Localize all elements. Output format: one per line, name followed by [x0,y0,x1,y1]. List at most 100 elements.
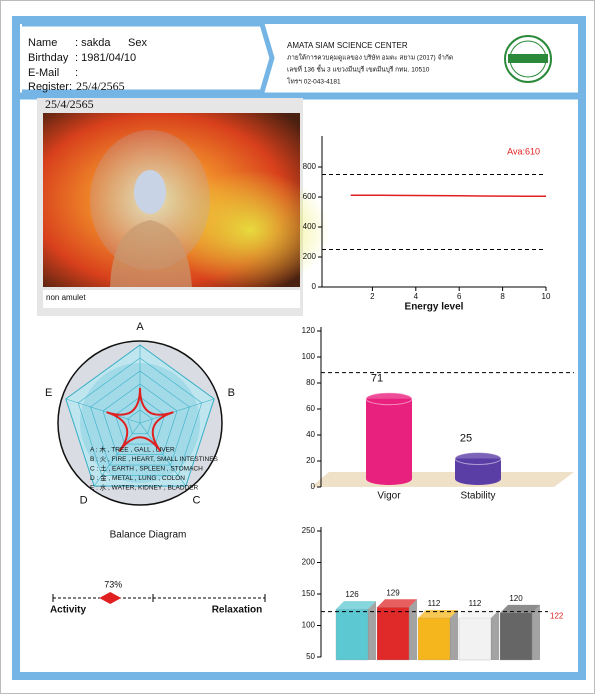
bar-side [491,609,499,660]
annotation: Ava:610 [507,146,540,156]
legend-entry: A : 木 , TREE , GALL , LIVER [90,445,175,454]
y-tick-label: 0 [312,282,317,291]
radar-title: Balance Diagram [110,530,187,541]
value-label: 112 [469,599,482,608]
name-label: Name [28,37,57,49]
value-label: 126 [345,590,359,599]
register: 25/4/2565 [76,79,125,93]
legend-entry: B : 火 , FIRE , HEART, SMALL INTESTINES [90,456,219,463]
bar-side [409,599,417,660]
y-tick-label: 20 [306,456,315,465]
caption-box [43,290,300,308]
category-label: Stability [460,491,495,502]
y-tick-label: 40 [306,430,315,439]
charts: 0 200 400 600 800 2 4 6 8 10 Ava:610 Energy level 0 2… [45,136,574,661]
birthday-label: Birthday [28,52,69,64]
value-label: 129 [386,588,400,597]
radar-spoke [139,422,187,487]
x-tick-label: 6 [457,292,462,301]
legend-entry: D : 金 , METAL , LUNG , COLON [90,473,185,482]
register-label: Register: [28,81,72,93]
category-label: Vigor [377,491,401,502]
y-tick-label: 80 [306,378,315,387]
bar [417,617,451,661]
axis-label: A [136,321,144,333]
legend-entry: E : 水 , WATER, KIDNEY , BLADDER [90,483,199,492]
bar-top [377,599,417,608]
bar [499,612,533,661]
email: : [75,67,78,79]
radar-spoke [139,398,215,424]
radar-grid [102,383,178,455]
axis-label: D [80,495,88,507]
company-line: โทรฯ 02-043-4181 [287,78,341,86]
company-line: ภายใต้การควบคุมดูแลของ บริษัท อมตะ สยาม … [287,54,453,62]
y-tick-label: 250 [302,526,316,535]
left-label: Activity [50,605,87,616]
chevron [22,21,275,95]
logo [504,35,552,83]
y-tick-label: 200 [303,252,317,261]
gauge-marker [99,592,122,604]
radar-grid [127,409,153,434]
x-tick-label: 8 [500,292,505,301]
bar [335,608,369,661]
energy-line [350,194,546,197]
bar [458,617,492,661]
y-tick-label: 120 [302,326,316,335]
value-label: 25 [460,432,472,444]
reference-label: 122 [550,612,564,621]
bar-side [368,601,376,660]
y-tick-label: 200 [302,558,316,567]
cylinder-top [454,452,502,465]
y-tick-label: 100 [302,621,316,630]
x-tick-label: 4 [414,292,419,301]
value-label: 120 [509,594,523,603]
bar-side [450,609,458,660]
balance-curve [106,387,174,452]
radar-grid [114,396,166,445]
value-label: 112 [428,599,441,608]
radar-grid [77,357,203,476]
radar-grid [65,344,215,487]
sex-label: Sex [128,37,147,49]
x-tick-label: 10 [542,292,551,301]
gauge-value-label: 73% [104,579,122,589]
x-axis-label: Energy level [405,302,464,313]
y-tick-label: 150 [302,589,316,598]
right-label: Relaxation [212,605,263,616]
y-tick-label: 60 [306,404,315,413]
cylinder-base [455,473,501,485]
cylinder-top [365,392,413,406]
radar-grid [90,370,190,466]
cylinder [366,398,412,479]
photo-caption: non amulet [46,293,86,302]
floor [311,472,574,487]
aura-photo [43,113,330,290]
birthday: : 1981/04/10 [75,52,136,64]
radar-spoke [65,398,141,424]
x-tick-label: 2 [370,292,375,301]
y-tick-label: 100 [302,352,316,361]
axis-label: C [192,495,200,507]
y-tick-label: 400 [303,222,317,231]
radar-spoke [93,422,141,487]
legend-entry: C : 土 , EARTH , SPLEEN , STOMACH [90,464,203,473]
bar [376,607,410,661]
company-line: เลขที่ 136 ชั้น 3 แขวงมีนบุรี เขตมีนบุรี… [287,65,430,74]
axis-label: B [228,387,235,399]
value-label: 71 [371,373,383,385]
bar-top [500,604,540,613]
axis-label: E [45,387,52,399]
company-name: AMATA SIAM SCIENCE CENTER [287,41,408,50]
cylinder-base [366,473,412,485]
y-tick-label: 800 [303,162,317,171]
y-tick-label: 50 [306,652,315,661]
bar-side [532,604,540,660]
email-label: E-Mail [28,67,59,79]
bar-top [336,601,376,610]
y-tick-label: 0 [311,482,316,491]
name: : sakda [75,37,111,49]
